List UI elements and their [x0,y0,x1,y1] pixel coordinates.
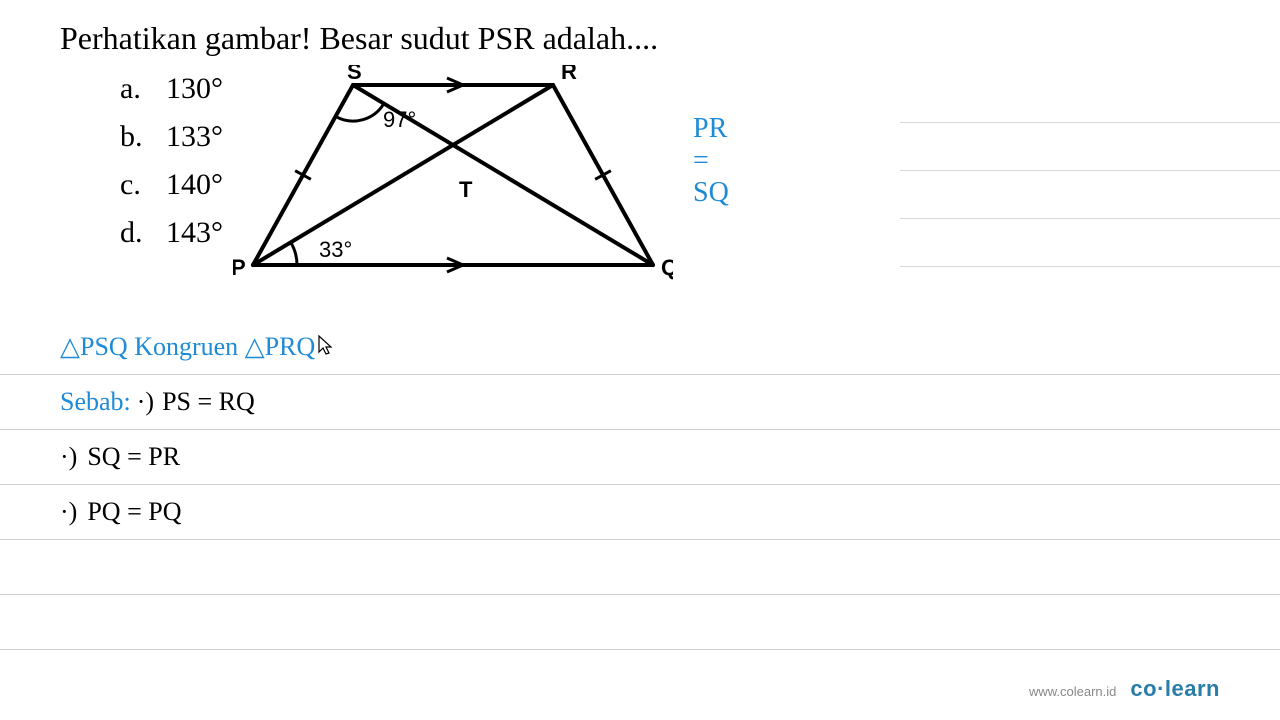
logo-learn: learn [1165,676,1220,701]
svg-text:97°: 97° [383,107,416,132]
bullet-3: ·) [60,497,77,527]
congruent-statement: △PSQ Kongruen △PRQ [60,332,315,362]
option-c: c. 140° [120,161,223,209]
bullet-2: ·) [60,442,77,472]
svg-text:R: R [561,65,577,84]
ruled-lines-top [900,75,1280,267]
note-pr-eq-sq: PR = SQ [693,113,729,209]
logo-dot: · [1157,676,1165,701]
option-d-label: d. [120,209,148,257]
work-area: △PSQ Kongruen △PRQ Sebab: ·) PS = RQ ·) … [0,320,1280,650]
option-c-value: 140° [166,161,223,209]
reason-3: PQ = PQ [87,497,181,527]
work-line-2: Sebab: ·) PS = RQ [0,375,1280,430]
question-text: Perhatikan gambar! Besar sudut PSR adala… [60,20,1220,57]
work-line-1: △PSQ Kongruen △PRQ [0,320,1280,375]
option-b-value: 133° [166,113,223,161]
colearn-logo: co·learn [1130,676,1220,702]
reason-2: SQ = PR [87,442,180,472]
option-d: d. 143° [120,209,223,257]
option-d-value: 143° [166,209,223,257]
geometry-diagram: 97°33°PQRST PR = SQ [233,65,673,290]
bullet-1: ·) [137,387,154,417]
option-c-label: c. [120,161,148,209]
footer: www.colearn.id co·learn [1029,676,1220,702]
svg-text:T: T [459,177,473,202]
svg-text:P: P [233,255,246,280]
work-line-6 [0,595,1280,650]
logo-co: co [1130,676,1157,701]
svg-text:S: S [347,65,362,84]
option-a-label: a. [120,65,148,113]
option-a-value: 130° [166,65,223,113]
svg-text:Q: Q [661,255,673,280]
answer-options: a. 130° b. 133° c. 140° d. 143° [60,65,223,257]
work-line-5 [0,540,1280,595]
trapezoid-svg: 97° 33° P Q R S T [233,65,673,285]
work-line-3: ·) SQ = PR [0,430,1280,485]
cursor-icon [315,334,335,365]
option-a: a. 130° [120,65,223,113]
svg-text:33°: 33° [319,237,352,262]
footer-url: www.colearn.id [1029,684,1116,699]
sebab-label: Sebab: [60,387,131,417]
option-b: b. 133° [120,113,223,161]
work-line-4: ·) PQ = PQ [0,485,1280,540]
option-b-label: b. [120,113,148,161]
reason-1: PS = RQ [162,387,255,417]
